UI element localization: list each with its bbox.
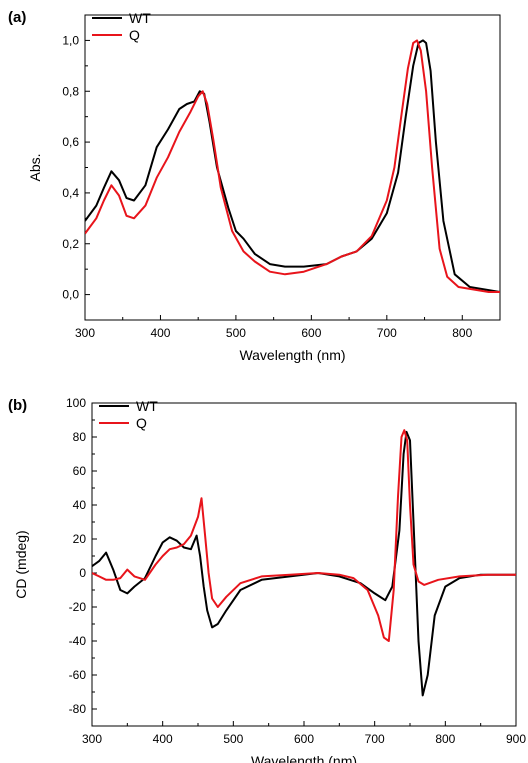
x-tick-label: 700 [377, 326, 397, 340]
x-tick-label: 500 [226, 326, 246, 340]
y-tick-label: -20 [69, 600, 87, 614]
y-tick-label: -60 [69, 668, 87, 682]
x-tick-label: 800 [452, 326, 472, 340]
y-tick-label: 0,2 [62, 237, 79, 251]
legend-label-wt: WT [129, 10, 151, 26]
y-tick-label: 0,0 [62, 288, 79, 302]
x-tick-label: 300 [82, 732, 102, 746]
x-tick-label: 600 [294, 732, 314, 746]
series-line-q [85, 39, 500, 293]
y-tick-label: 100 [66, 396, 86, 410]
y-tick-label: 20 [73, 532, 87, 546]
legend-label-q: Q [129, 27, 140, 43]
x-tick-label: 600 [301, 326, 321, 340]
y-tick-label: 40 [73, 498, 87, 512]
y-tick-label: -40 [69, 634, 87, 648]
y-axis-title: CD (mdeg) [13, 530, 29, 598]
chart-panel-0: 300 400 500 600 700 800 0,0 0,2 0,4 0,6 0,8 1,0 Wave… [8, 9, 501, 363]
y-axis-title: Abs. [27, 153, 43, 181]
y-tick-label: -80 [69, 702, 87, 716]
x-tick-label: 300 [75, 326, 95, 340]
x-tick-label: 500 [223, 732, 243, 746]
x-axis-title: Wavelength (nm) [251, 753, 357, 763]
x-tick-label: 400 [153, 732, 173, 746]
x-tick-label: 800 [435, 732, 455, 746]
x-tick-label: 700 [365, 732, 385, 746]
y-tick-label: 60 [73, 464, 87, 478]
chart-panel-1: 300 400 500 600 700 800 900 -80 -60 -40 -20 0 20 40 60… [8, 396, 526, 763]
legend-label-wt: WT [136, 398, 158, 414]
x-tick-label: 900 [506, 732, 526, 746]
y-tick-label: 0,6 [62, 135, 79, 149]
series-line-q [92, 429, 516, 642]
y-tick-label: 80 [73, 430, 87, 444]
y-tick-label: 0 [79, 566, 86, 580]
legend-label-q: Q [136, 415, 147, 431]
panel-label: (b) [8, 397, 27, 414]
series-line-wt [85, 39, 500, 293]
y-tick-label: 0,4 [62, 186, 79, 200]
panel-label: (a) [8, 9, 26, 26]
series-line-wt [92, 430, 516, 697]
y-tick-label: 1,0 [62, 33, 79, 47]
x-axis-title: Wavelength (nm) [239, 347, 345, 363]
x-tick-label: 400 [150, 326, 170, 340]
y-tick-label: 0,8 [62, 84, 79, 98]
